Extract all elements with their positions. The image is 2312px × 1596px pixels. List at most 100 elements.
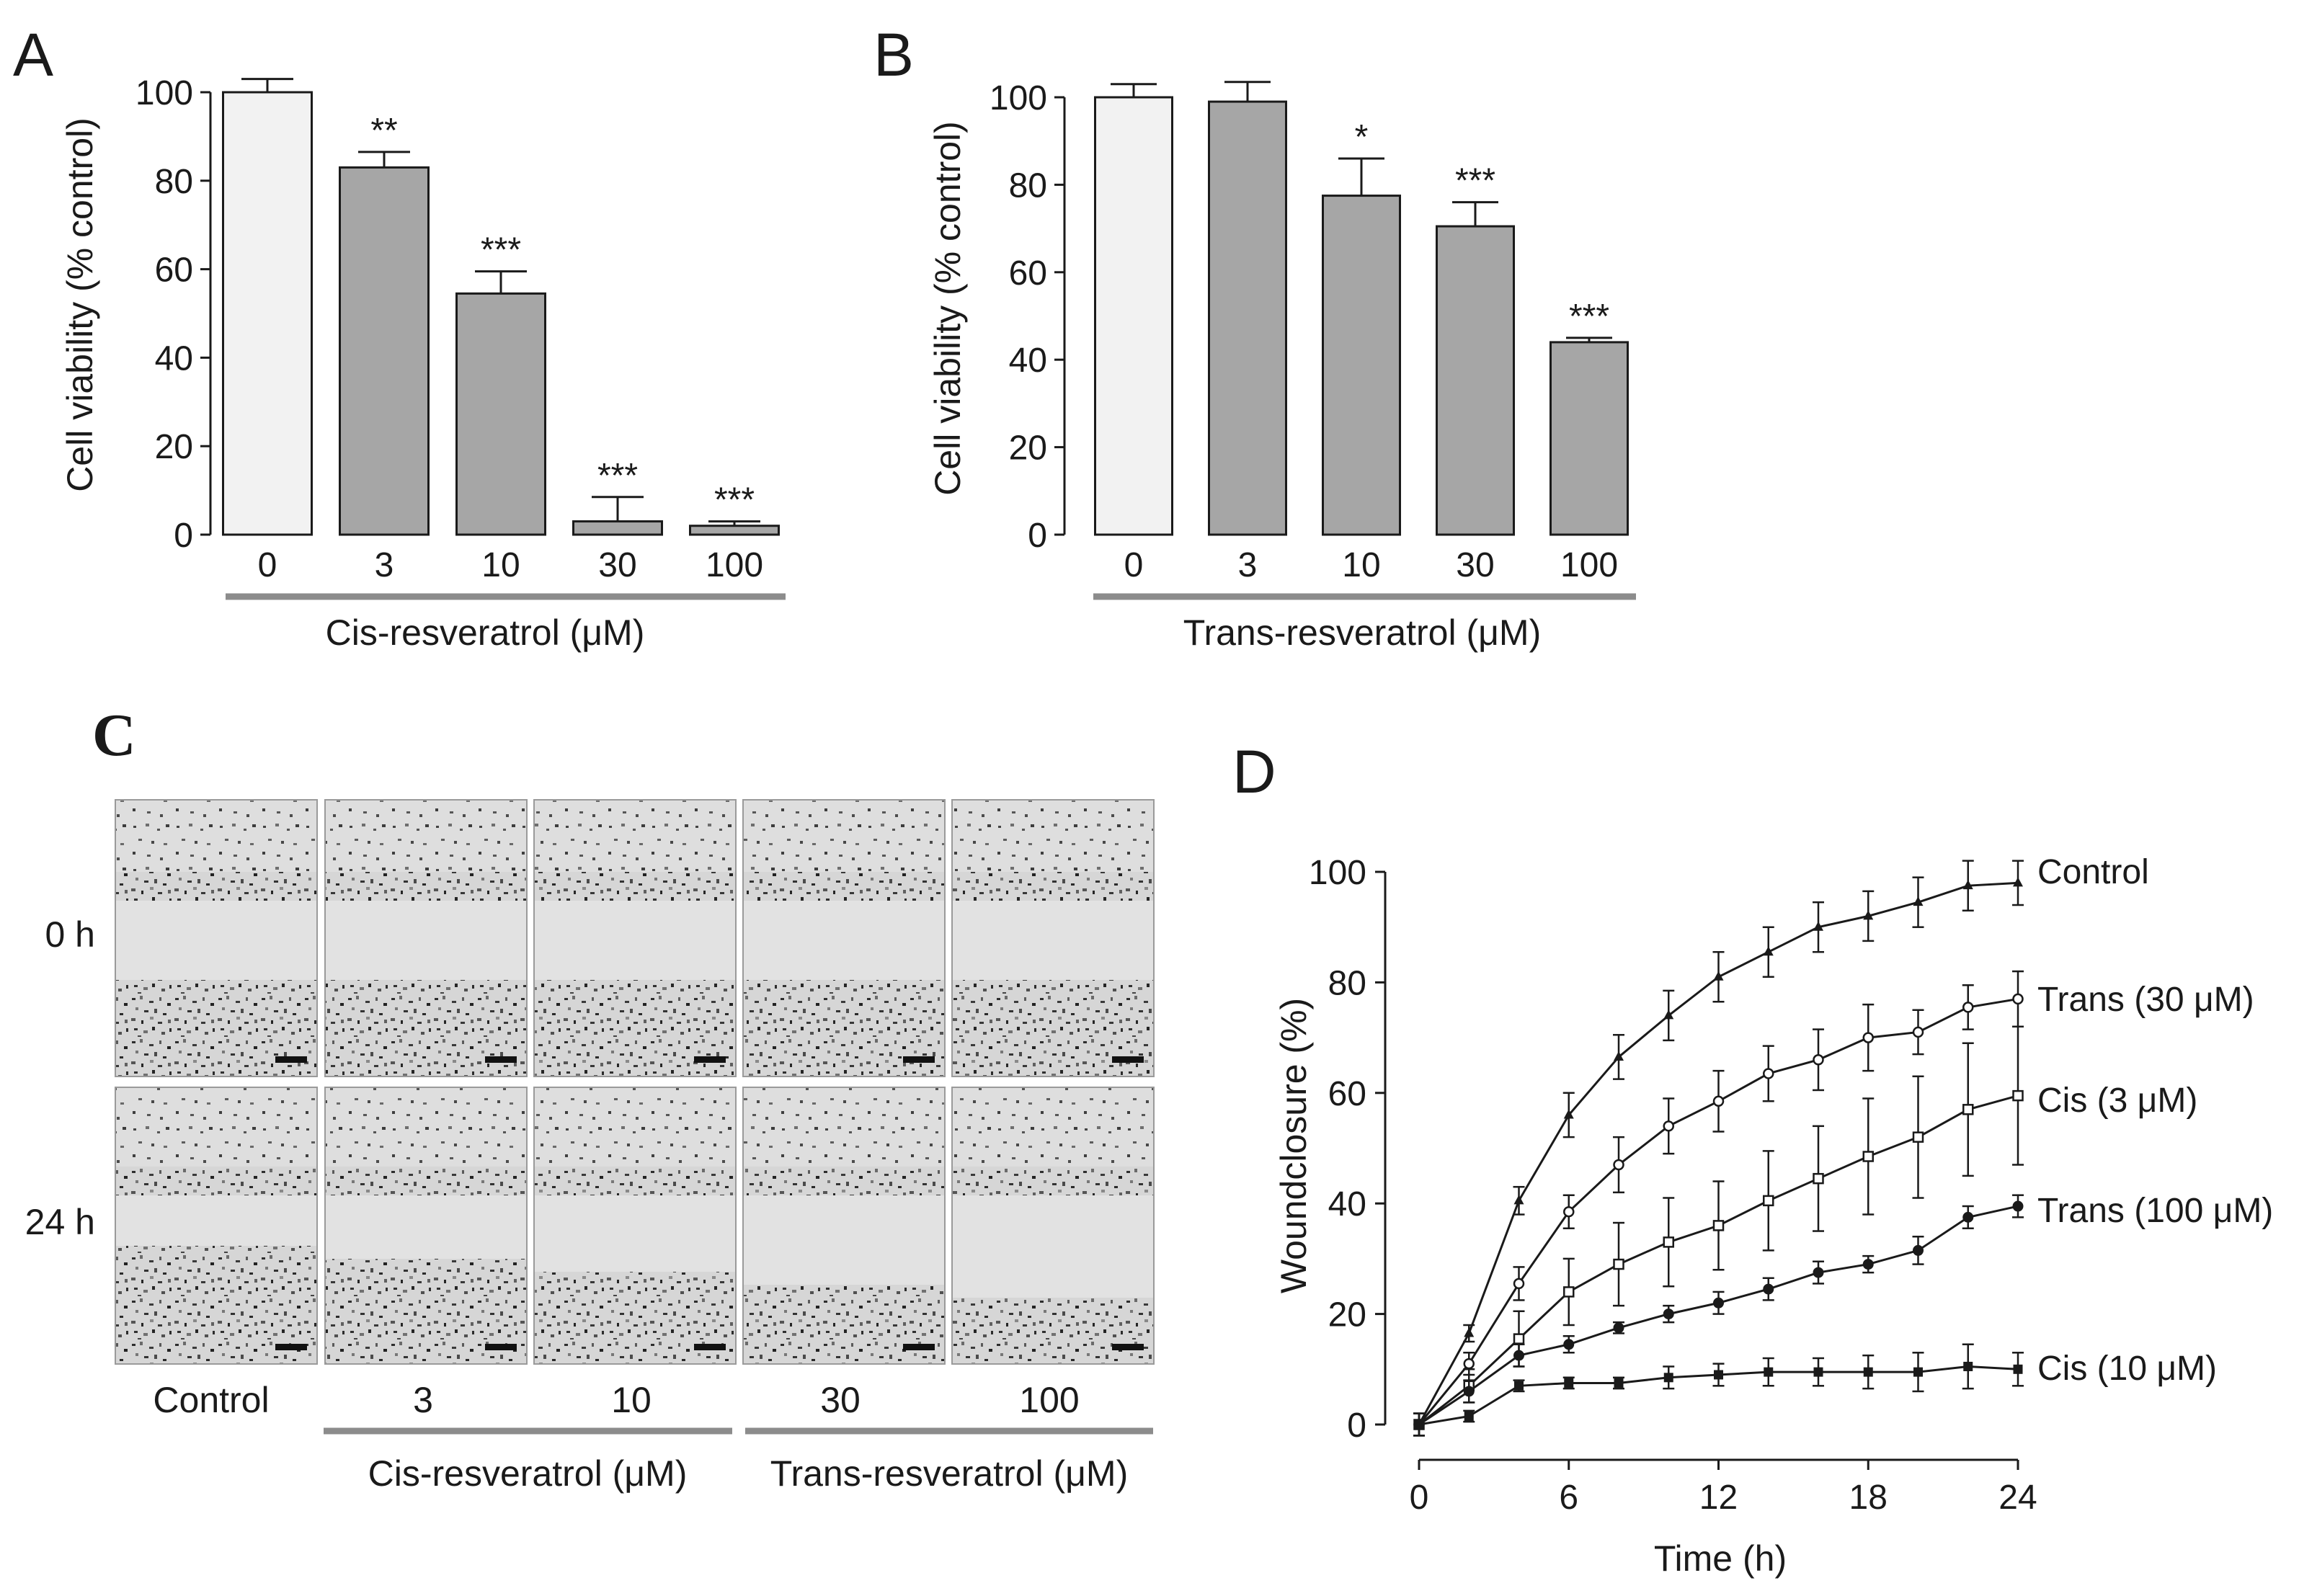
micrograph-upper-sparse — [534, 800, 736, 872]
data-point — [1913, 1245, 1924, 1256]
chart-a-xlabel: Cis-resveratrol (μM) — [326, 612, 645, 653]
scale-bar — [694, 1344, 726, 1350]
data-point — [1415, 1420, 1424, 1430]
chart-d-ytick-label: 0 — [1347, 1406, 1366, 1445]
chart-a-significance: ** — [370, 112, 397, 150]
chart-a-ytick-label: 60 — [155, 251, 193, 290]
chart-a-ylabel: Cell viability (% control) — [60, 117, 100, 492]
data-point — [1714, 1097, 1723, 1106]
chart-b-significance: * — [1355, 118, 1369, 156]
wound-gap — [115, 901, 317, 980]
micrograph-upper-sparse — [743, 800, 945, 872]
legend-label: Control — [2037, 853, 2149, 891]
chart-a-bar — [690, 526, 779, 535]
chart-d-ytick-label: 20 — [1328, 1296, 1366, 1334]
chart-b-ytick-label: 0 — [1028, 517, 1047, 555]
panel-label-d: D — [1232, 738, 1276, 806]
chart-b-bar — [1323, 196, 1400, 535]
data-point — [1962, 1212, 1973, 1223]
chart-b-xtick-label: 3 — [1238, 546, 1258, 584]
data-point — [1513, 1350, 1524, 1361]
chart-a-ytick-label: 0 — [174, 517, 193, 555]
data-point — [1714, 1370, 1723, 1379]
chart-a-ytick-label: 40 — [155, 339, 193, 378]
data-point — [1764, 1196, 1773, 1205]
chart-a-xtick-label: 3 — [375, 546, 394, 584]
chart-b-bar — [1209, 102, 1286, 535]
scale-bar — [1112, 1056, 1144, 1063]
chart-b-xtick-label: 30 — [1456, 546, 1494, 584]
chart-d-xtick-label: 6 — [1559, 1479, 1578, 1517]
chart-b-significance: *** — [1569, 298, 1609, 336]
series-0: Control — [1413, 853, 2149, 1435]
micrograph-upper-sparse — [115, 800, 317, 872]
data-point — [1913, 1027, 1923, 1037]
panel-label-b: B — [873, 21, 914, 89]
wound-gap — [952, 1195, 1154, 1298]
col-label-10: 10 — [611, 1380, 652, 1420]
data-point — [1714, 1221, 1723, 1230]
data-point — [1963, 1105, 1973, 1114]
data-point — [2013, 877, 2023, 886]
data-point — [1614, 1051, 1624, 1061]
micrograph-upper-sparse — [952, 1087, 1154, 1167]
micrograph — [952, 800, 1154, 1076]
col-label-30: 30 — [820, 1380, 861, 1420]
chart-b-xlabel: Trans-resveratrol (μM) — [1183, 612, 1541, 653]
chart-b: Cell viability (% control) Trans-resvera… — [928, 79, 1636, 653]
data-point — [1913, 1133, 1923, 1142]
series-4: Cis (10 μM) — [1413, 1345, 2217, 1436]
data-point — [1464, 1386, 1475, 1396]
data-point — [1913, 1368, 1923, 1377]
data-point — [1614, 1378, 1624, 1388]
micrograph-upper-sparse — [534, 1087, 736, 1167]
scale-bar — [485, 1056, 517, 1063]
chart-b-bar — [1095, 97, 1173, 535]
data-point — [1664, 1373, 1673, 1382]
chart-b-xtick-label: 100 — [1560, 546, 1618, 584]
data-point — [2014, 1365, 2023, 1374]
micrograph-upper-sparse — [952, 800, 1154, 872]
wound-gap — [952, 901, 1154, 980]
data-point — [1464, 1327, 1474, 1337]
wound-gap — [743, 901, 945, 980]
scale-bar — [1112, 1344, 1144, 1350]
chart-b-xtick-label: 0 — [1124, 546, 1144, 584]
data-point — [1564, 1207, 1573, 1216]
data-point — [1814, 1368, 1823, 1377]
chart-b-ytick-label: 80 — [1009, 166, 1047, 205]
chart-d-ytick-label: 80 — [1328, 964, 1366, 1002]
data-point — [1614, 1260, 1624, 1269]
data-point — [1813, 1267, 1824, 1278]
micrograph — [534, 800, 736, 1076]
chart-b-ytick-label: 40 — [1009, 342, 1047, 380]
data-point — [1514, 1279, 1524, 1288]
data-point — [1564, 1287, 1573, 1296]
chart-a-significance: *** — [597, 457, 638, 495]
micrograph — [325, 1087, 527, 1364]
data-point — [2014, 1091, 2023, 1100]
data-point — [1614, 1160, 1624, 1169]
data-point — [1864, 1368, 1873, 1377]
data-point — [1664, 1121, 1673, 1131]
data-point — [1614, 1322, 1624, 1333]
col-label-100: 100 — [1019, 1380, 1079, 1420]
micrograph-grid: 0 h 24 h Control 3 10 30 100 Cis-resvera… — [25, 800, 1154, 1494]
chart-a-significance: *** — [481, 231, 521, 269]
figure: A B C D Cell viability (% control) Cis-r… — [0, 0, 2312, 1596]
data-point — [2014, 994, 2023, 1004]
legend-label: Cis (10 μM) — [2037, 1350, 2217, 1388]
chart-d-ylabel: Woundclosure (%) — [1273, 998, 1314, 1293]
data-point — [1963, 1362, 1973, 1371]
chart-a-bar — [340, 167, 429, 535]
chart-a-ytick-label: 20 — [155, 428, 193, 466]
chart-a-significance: *** — [714, 481, 755, 520]
micrograph — [115, 800, 317, 1076]
scale-bar — [903, 1344, 935, 1350]
col-label-control: Control — [153, 1380, 269, 1420]
trans-group-label: Trans-resveratrol (μM) — [770, 1453, 1128, 1494]
wound-gap — [325, 1195, 527, 1259]
legend-label: Cis (3 μM) — [2037, 1082, 2197, 1120]
micrograph — [743, 1087, 945, 1364]
chart-b-ytick-label: 20 — [1009, 429, 1047, 468]
